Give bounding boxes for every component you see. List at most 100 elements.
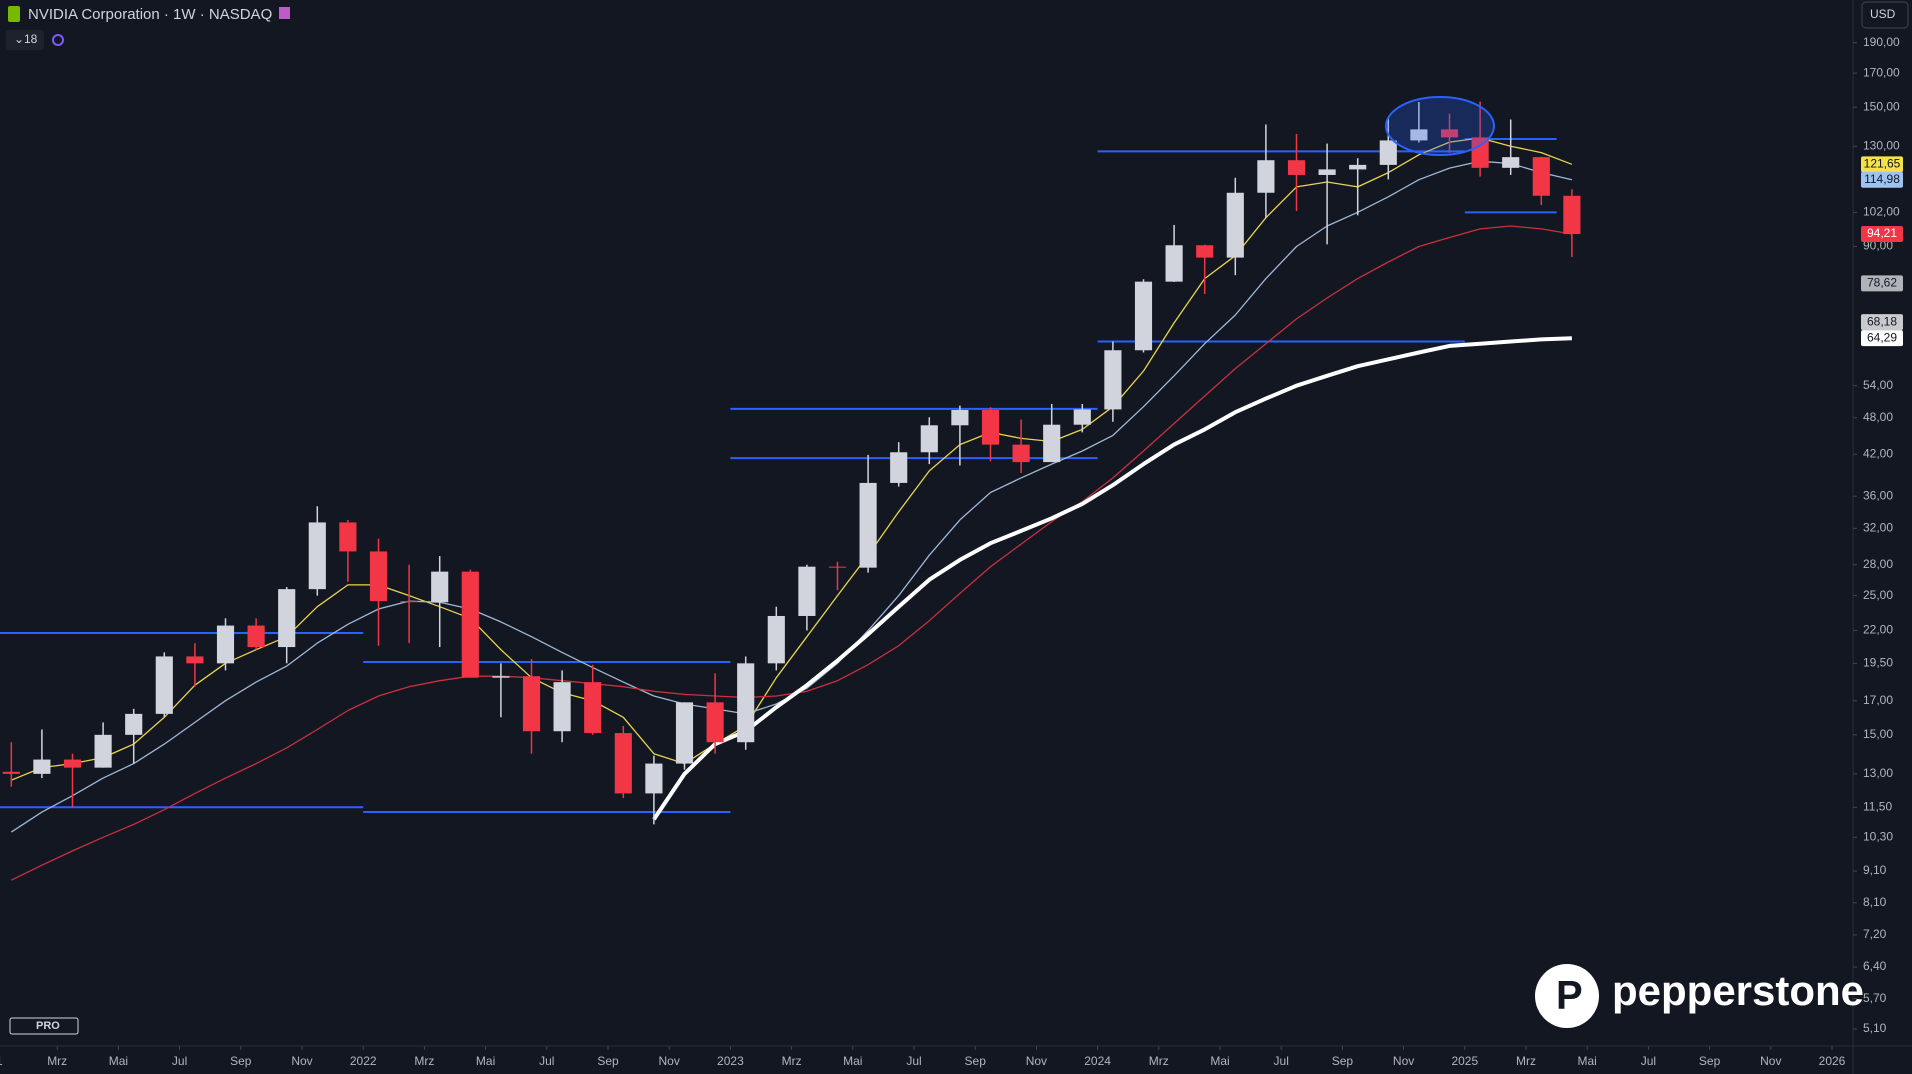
x-tick-label: Sep xyxy=(1332,1054,1354,1068)
candle-body xyxy=(1502,157,1520,168)
candle-body xyxy=(920,425,938,453)
candle-body xyxy=(125,713,143,735)
candle-body xyxy=(1440,129,1459,138)
candle-body xyxy=(1043,424,1061,463)
candle-body xyxy=(828,566,847,568)
candle-body xyxy=(553,682,571,732)
candle-body xyxy=(461,571,479,678)
price-badge-label: 94,21 xyxy=(1867,226,1897,240)
y-tick-label: 22,00 xyxy=(1863,623,1893,637)
brand-logo-mark: P xyxy=(1556,974,1583,1018)
candle-body xyxy=(737,663,755,743)
y-tick-label: 19,50 xyxy=(1863,656,1893,670)
platform-label: PRO xyxy=(36,1020,60,1032)
moving-average xyxy=(11,225,1573,881)
indicators-toggle[interactable] xyxy=(6,30,44,50)
candle-body xyxy=(1287,160,1306,175)
symbol-title: NVIDIA Corporation · 1W · NASDAQ xyxy=(28,6,272,23)
x-tick-label: 2022 xyxy=(350,1054,377,1068)
x-tick-label: Nov xyxy=(1026,1054,1047,1068)
candle-body xyxy=(1257,160,1275,193)
candle-body xyxy=(584,682,602,734)
candle-body xyxy=(522,676,541,732)
x-tick-label: Mai xyxy=(1210,1054,1229,1068)
moving-average xyxy=(652,336,1572,821)
indicator-icon[interactable] xyxy=(52,34,64,46)
y-tick-label: 28,00 xyxy=(1863,557,1893,571)
candle-body xyxy=(1563,195,1581,235)
y-tick-label: 10,30 xyxy=(1863,829,1893,843)
candle-body xyxy=(890,452,908,483)
y-tick-label: 11,50 xyxy=(1863,799,1892,813)
y-tick-label: 190,00 xyxy=(1863,35,1900,49)
x-tick-label: Mrz xyxy=(1149,1054,1169,1068)
x-tick-label: 2023 xyxy=(717,1054,744,1068)
candle-body xyxy=(339,522,357,552)
candle-body xyxy=(1012,444,1030,463)
price-badge-label: 68,18 xyxy=(1867,314,1897,328)
price-badge-label: 78,62 xyxy=(1867,275,1897,289)
x-tick-label: Mai xyxy=(109,1054,128,1068)
candle-body xyxy=(981,409,1000,445)
y-tick-label: 42,00 xyxy=(1863,446,1893,460)
candle-body xyxy=(247,625,265,648)
candle-body xyxy=(1073,409,1091,425)
y-tick-label: 170,00 xyxy=(1863,65,1900,79)
candle-body xyxy=(1165,245,1183,282)
y-tick-label: 48,00 xyxy=(1863,410,1893,424)
x-tick-label: Nov xyxy=(1393,1054,1414,1068)
y-tick-label: 9,10 xyxy=(1863,863,1887,877)
candle-body xyxy=(155,656,173,714)
candle-body xyxy=(369,551,388,602)
brand-logo xyxy=(1535,964,1599,1028)
candle-body xyxy=(614,733,632,794)
x-tick-label: Nov xyxy=(291,1054,312,1068)
y-tick-label: 102,00 xyxy=(1863,205,1900,219)
price-badge xyxy=(1861,330,1903,347)
brand-name: pepperstone xyxy=(1612,967,1864,1014)
highlight-ellipse xyxy=(1385,96,1495,156)
candle-body xyxy=(431,571,449,603)
y-tick-label: 150,00 xyxy=(1863,99,1900,113)
x-tick-label: Mrz xyxy=(1516,1054,1536,1068)
candle-body xyxy=(767,615,785,664)
x-tick-label: Jul xyxy=(906,1054,921,1068)
plot-area xyxy=(0,96,1581,881)
candle-body xyxy=(492,676,510,678)
price-badge-label: 121,65 xyxy=(1864,157,1901,171)
candle-body xyxy=(706,702,724,743)
x-tick-label: Mrz xyxy=(414,1054,434,1068)
x-tick-label: Mai xyxy=(476,1054,495,1068)
y-tick-label: 15,00 xyxy=(1863,727,1893,741)
x-tick-label: Jul xyxy=(1274,1054,1289,1068)
x-tick-label: Jul xyxy=(1641,1054,1656,1068)
symbol-logo xyxy=(8,6,20,22)
candle-body xyxy=(216,625,235,664)
candle-body xyxy=(400,601,418,603)
indicator-count: 18 xyxy=(24,32,38,46)
candle-body xyxy=(1134,281,1153,351)
y-tick-label: 8,10 xyxy=(1863,895,1887,909)
x-tick-label: Mrz xyxy=(47,1054,67,1068)
price-badge xyxy=(1861,314,1903,331)
x-tick-label: Mai xyxy=(843,1054,862,1068)
price-badge xyxy=(1861,226,1903,243)
candle-body xyxy=(278,589,296,648)
candle-body xyxy=(1349,164,1367,170)
candle-body xyxy=(94,734,112,768)
candle-body xyxy=(859,482,877,568)
y-tick-label: 32,00 xyxy=(1863,520,1893,534)
candle-body xyxy=(1471,137,1489,168)
x-tick-label: 2025 xyxy=(1451,1054,1478,1068)
currency-button[interactable] xyxy=(1861,1,1909,29)
x-tick-label: Mrz xyxy=(782,1054,802,1068)
y-tick-label: 13,00 xyxy=(1863,766,1893,780)
y-tick-label: 25,00 xyxy=(1863,588,1893,602)
x-tick-label: 2024 xyxy=(1084,1054,1111,1068)
x-tick-label: Sep xyxy=(230,1054,252,1068)
y-tick-label: 6,40 xyxy=(1863,959,1887,973)
flag-icon[interactable] xyxy=(279,7,290,19)
price-badge xyxy=(1861,156,1903,173)
